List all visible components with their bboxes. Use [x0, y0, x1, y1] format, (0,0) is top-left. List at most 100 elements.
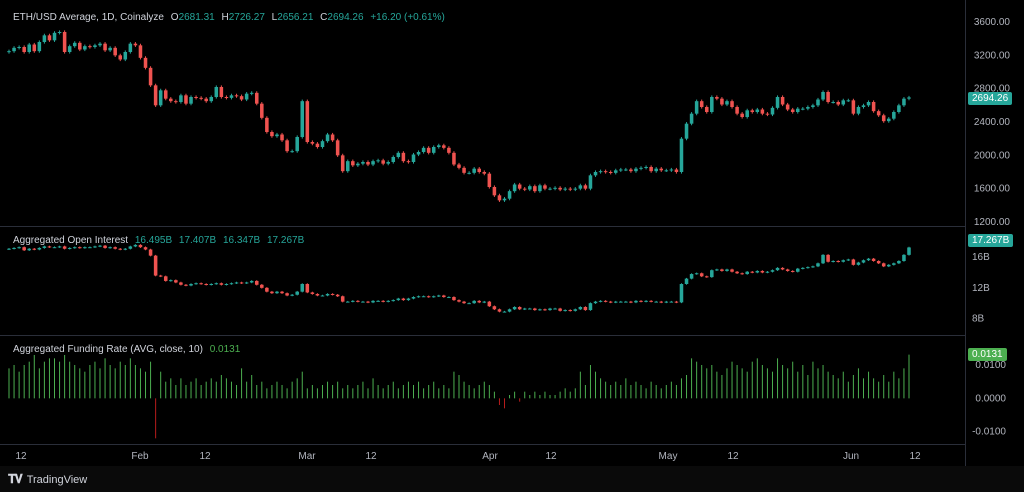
oi-candle	[821, 254, 825, 264]
oi-candle	[583, 307, 588, 311]
oi-candle	[421, 296, 426, 298]
oi-candle	[118, 248, 123, 250]
chart-canvas[interactable]: 3600.00 3200.00 2800.00 2400.00 2000.00 1600.…	[0, 0, 1024, 466]
price-candle	[310, 142, 315, 144]
price-candle	[856, 107, 861, 114]
price-candle	[851, 100, 856, 114]
oi-candle	[351, 300, 355, 302]
oi-high: 17.407B	[178, 235, 217, 246]
price-candle	[78, 42, 82, 50]
price-candle	[17, 47, 21, 48]
price-candle	[128, 43, 133, 52]
oi-candle	[93, 246, 97, 248]
oi-candle	[153, 255, 158, 276]
oi-candle	[482, 301, 487, 303]
oi-candle	[533, 308, 537, 311]
oi-candle	[816, 263, 820, 267]
price-candle	[593, 172, 598, 176]
price-candle	[538, 185, 542, 192]
tradingview-logo-icon: 𝐓𝐕	[8, 472, 23, 486]
price-candle	[224, 97, 229, 98]
oi-candle	[371, 300, 375, 303]
tradingview-logo[interactable]: 𝐓𝐕 TradingView	[8, 472, 87, 487]
oi-candle	[189, 284, 193, 286]
oi-candle	[452, 297, 456, 301]
price-candle	[679, 138, 684, 172]
price-candle	[613, 170, 618, 173]
price-candle	[381, 160, 385, 164]
change-value: +16.20 (+0.61%)	[370, 12, 445, 23]
oi-candle	[37, 247, 42, 250]
price-candle	[265, 117, 269, 132]
oi-candle	[381, 300, 385, 302]
oi-candle	[32, 248, 37, 250]
oi-candle	[386, 300, 390, 302]
price-candle	[644, 167, 648, 168]
oi-candle	[98, 245, 102, 247]
oi-candle	[720, 269, 724, 271]
price-candle	[897, 105, 901, 112]
oi-candle	[598, 300, 603, 302]
price-badge: 2694.26	[968, 92, 1013, 105]
price-candle	[260, 103, 264, 118]
price-candle	[345, 161, 350, 172]
price-candle	[654, 168, 658, 172]
oi-candle	[426, 296, 431, 298]
oi-candle	[280, 291, 284, 294]
price-candle	[568, 188, 573, 190]
price-candle	[37, 42, 42, 52]
close-value: 2694.26	[327, 12, 364, 23]
oi-tick-label: 16B	[972, 252, 990, 263]
oi-candle	[624, 301, 628, 303]
oi-candle	[704, 276, 709, 278]
oi-candle	[67, 247, 72, 249]
oi-candle	[740, 273, 744, 275]
price-candle	[416, 152, 421, 155]
oi-candle	[462, 301, 466, 304]
time-tick-label: 12	[15, 451, 27, 462]
price-candle	[710, 97, 714, 112]
price-tick-label: 2800.00	[974, 84, 1011, 95]
oi-candle	[669, 301, 674, 303]
oi-candle	[725, 269, 729, 271]
price-candle	[553, 187, 557, 189]
oi-candle	[260, 284, 264, 288]
price-candle	[533, 186, 537, 192]
oi-candle	[457, 300, 461, 302]
price-candle	[740, 113, 744, 117]
price-candle	[93, 45, 97, 47]
price-candle	[907, 97, 911, 99]
oi-candle	[204, 284, 208, 285]
oi-candle	[229, 283, 234, 285]
oi-candle	[361, 301, 365, 303]
oi-candle	[674, 301, 679, 303]
price-candle	[22, 47, 26, 52]
time-tick-label: 12	[909, 451, 921, 462]
oi-candle	[285, 293, 289, 296]
price-candle	[174, 101, 178, 103]
price-candle	[543, 185, 547, 189]
oi-candle	[305, 284, 310, 293]
oi-candle	[538, 309, 542, 311]
oi-candle	[315, 293, 320, 296]
oi-candle	[128, 246, 133, 249]
oi-low: 16.347B	[222, 235, 261, 246]
price-candle	[133, 43, 138, 46]
oi-candle	[846, 259, 851, 261]
price-candle	[462, 167, 466, 173]
fr-tick-label: -0.0100	[972, 427, 1006, 438]
price-candle	[624, 169, 628, 171]
price-candle	[320, 141, 325, 147]
oi-candle	[467, 303, 471, 305]
price-candle	[765, 113, 770, 115]
price-candle	[300, 101, 305, 137]
oi-candle	[194, 283, 198, 285]
oi-candle	[174, 280, 178, 283]
price-candle	[113, 47, 117, 56]
price-candle	[846, 100, 851, 102]
price-candle	[689, 113, 694, 124]
price-candle	[67, 46, 72, 52]
price-candle	[497, 195, 502, 201]
oi-candle	[108, 247, 112, 249]
